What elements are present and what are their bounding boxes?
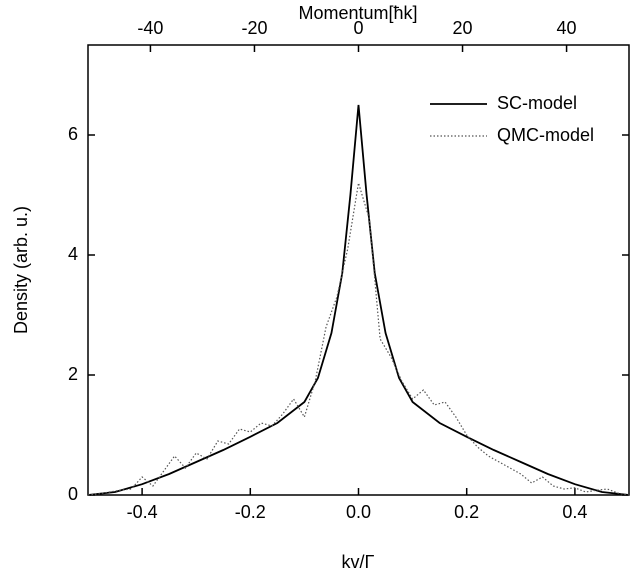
x2-tick-label: 0: [353, 18, 363, 38]
series-line: [87, 104, 630, 496]
y-axis-title: Density (arb. u.): [11, 206, 31, 334]
y-tick-label: 0: [68, 484, 78, 504]
x-tick-label: -0.4: [127, 502, 158, 522]
legend-label: SC-model: [497, 93, 577, 113]
y-tick-label: 2: [68, 364, 78, 384]
x-tick-label: -0.2: [235, 502, 266, 522]
x2-tick-label: 40: [557, 18, 577, 38]
x-tick-label: 0.4: [562, 502, 587, 522]
x2-tick-label: -40: [137, 18, 163, 38]
x-tick-label: 0.2: [454, 502, 479, 522]
series-line: [87, 182, 630, 496]
x2-tick-label: 20: [453, 18, 473, 38]
x2-tick-label: -20: [241, 18, 267, 38]
legend-label: QMC-model: [497, 125, 594, 145]
x-axis-title: kv/Γ: [342, 552, 375, 572]
x2-axis-title: Momentum[ħk]: [298, 3, 417, 23]
y-tick-label: 4: [68, 244, 78, 264]
x-tick-label: 0.0: [346, 502, 371, 522]
y-tick-label: 6: [68, 124, 78, 144]
